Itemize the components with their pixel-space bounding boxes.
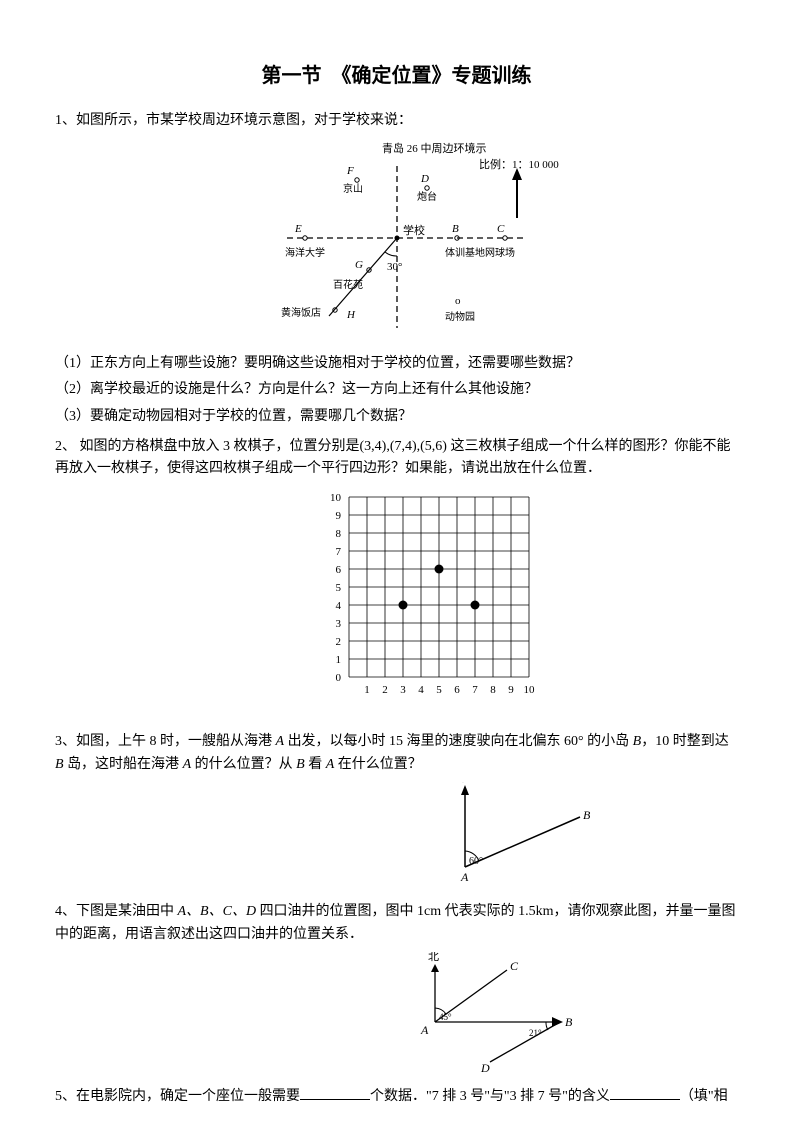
svg-text:8: 8 [490,684,496,696]
q5-blank1[interactable] [300,1086,370,1100]
svg-text:5: 5 [336,582,342,594]
svg-text:10: 10 [330,492,342,504]
svg-text:10: 10 [524,684,536,696]
q4-a: 4、下图是某油田中 [55,904,178,919]
q5-stem: 5、在电影院内，确定一个座位一般需要 个数据．"7 排 3 号"与"3 排 7 号… [55,1086,738,1108]
q2-figure: 01234567891012345678910 [55,487,738,725]
q3-A3: A [326,757,335,772]
q4-a1: 45° [439,1012,452,1022]
q3-A1: A [276,734,285,749]
q4-A: A [420,1023,429,1037]
q1-sub1: （1）正东方向上有哪些设施？要明确这些设施相对于学校的位置，还需要哪些数据？ [55,353,738,375]
svg-text:2: 2 [336,636,342,648]
svg-text:2: 2 [382,684,388,696]
q1-ocean: 海洋大学 [285,246,325,259]
q3-figure: 北 B A 60° [55,782,738,895]
q3-B3: B [296,757,305,772]
q3-b: 出发，以每小时 15 海里的速度驶向在北偏东 60° 的小岛 [284,734,633,749]
q1-B: B [452,223,459,235]
q3-f: 看 [305,757,326,772]
svg-text:9: 9 [508,684,514,696]
q3-angle: 60° [469,856,483,867]
q1-G: G [355,259,363,271]
q4-stem: 4、下图是某油田中 A、B、C、D 四口油井的位置图，图中 1cm 代表实际的 … [55,901,738,946]
svg-text:8: 8 [336,528,342,540]
q1-figure: 青岛 26 中周边环境示 比例：1：10 000 学校 E 海洋大学 B C 体… [55,138,738,346]
q1-school-label: 学校 [403,223,425,237]
q1-zoo: 动物园 [445,310,475,323]
q4-north: 北 [428,952,439,963]
q5-c: （填"相 [680,1089,728,1104]
svg-text:3: 3 [400,684,406,696]
q3-Alabel: A [460,870,469,884]
q4-B: B [565,1015,573,1029]
svg-text:5: 5 [436,684,442,696]
svg-text:6: 6 [454,684,460,696]
q1-sub2: （2）离学校最近的设施是什么？方向是什么？这一方向上还有什么其他设施？ [55,379,738,401]
q4-D: D [480,1061,490,1072]
q1-angle: 30° [387,261,402,273]
svg-text:6: 6 [336,564,342,576]
q3-d: 岛，这时船在海港 [64,757,183,772]
q5-b: 个数据．"7 排 3 号"与"3 排 7 号"的含义 [370,1089,610,1104]
q3-north: 北 [459,782,470,784]
q3-c: ，10 时整到达 [641,734,729,749]
q3-A2: A [183,757,192,772]
q1-caption: 青岛 26 中周边环境示 [382,141,487,155]
q3-B2: B [55,757,64,772]
q4-ABCD: A、B、C、D [178,904,257,919]
page-title: 第一节 《确定位置》专题训练 [55,60,738,92]
svg-text:7: 7 [336,546,342,558]
svg-text:4: 4 [418,684,424,696]
q1-tennis: 体训基地网球场 [445,246,515,259]
q3-stem: 3、如图，上午 8 时，一艘船从海港 A 出发，以每小时 15 海里的速度驶向在… [55,731,738,776]
q1-Dsub: 炮台 [417,190,437,203]
q3-a: 3、如图，上午 8 时，一艘船从海港 [55,734,276,749]
q1-H: H [346,309,356,321]
q1-E: E [294,223,302,235]
q1-Fsub: 京山 [343,182,363,195]
q2-stem: 2、 如图的方格棋盘中放入 3 枚棋子，位置分别是(3,4),(7,4),(5,… [55,436,738,481]
q1-C: C [497,223,505,235]
q1-zoo-o: o [455,295,461,307]
q3-B1: B [633,734,642,749]
q3-g: 在什么位置？ [334,757,422,772]
svg-text:7: 7 [472,684,478,696]
svg-text:4: 4 [336,600,342,612]
q1-sub3: （3）要确定动物园相对于学校的位置，需要哪几个数据？ [55,406,738,428]
svg-text:1: 1 [336,654,342,666]
q1-stem: 1、如图所示，市某学校周边环境示意图，对于学校来说： [55,110,738,132]
q3-e: 的什么位置？从 [191,757,296,772]
q5-a: 5、在电影院内，确定一个座位一般需要 [55,1089,300,1104]
q1-huanghai: 黄海饭店 [281,306,321,319]
q1-F: F [346,165,354,177]
q1-baihua: 百花苑 [333,278,363,291]
q4-a2: 21° [529,1028,542,1038]
q1-D: D [420,173,429,185]
q1-scale: 比例：1：10 000 [479,157,559,171]
svg-text:3: 3 [336,618,342,630]
q3-Blabel: B [583,808,591,822]
q5-blank2[interactable] [610,1086,680,1100]
q4-C: C [510,959,519,973]
q4-figure: 北 A B C 45° D 21° [55,952,738,1080]
svg-text:1: 1 [364,684,370,696]
svg-text:9: 9 [336,510,342,522]
svg-text:0: 0 [336,672,342,684]
